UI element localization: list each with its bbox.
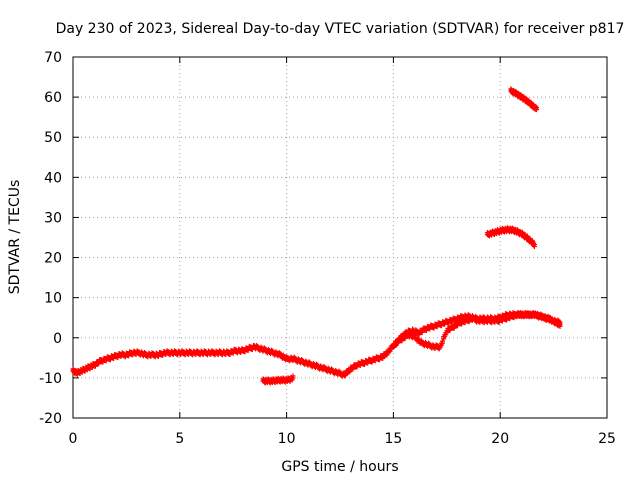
series-lower-segment xyxy=(260,373,296,386)
y-tick-label: 60 xyxy=(44,90,62,106)
data-point xyxy=(401,334,407,340)
data-point xyxy=(342,373,348,379)
x-tick-label: 10 xyxy=(278,431,296,447)
x-tick-label: 20 xyxy=(491,431,509,447)
y-tick-label: -20 xyxy=(39,411,62,427)
data-points xyxy=(70,86,563,386)
chart-title: Day 230 of 2023, Sidereal Day-to-day VTE… xyxy=(56,21,625,37)
grid xyxy=(73,57,607,418)
data-point xyxy=(534,107,540,113)
y-tick-label: 0 xyxy=(53,331,62,347)
plot-frame xyxy=(72,56,608,419)
data-point xyxy=(347,369,353,375)
y-tick-label: 10 xyxy=(44,291,62,307)
data-point xyxy=(440,340,446,346)
x-tick-label: 5 xyxy=(175,431,184,447)
data-point xyxy=(387,348,393,354)
data-point xyxy=(531,244,537,250)
y-tick-label: 20 xyxy=(44,251,62,267)
y-tick-label: 70 xyxy=(44,50,62,66)
series-upper-band xyxy=(390,310,563,350)
x-tick-label: 25 xyxy=(598,431,616,447)
data-point xyxy=(290,375,296,381)
x-axis-label: GPS time / hours xyxy=(281,459,398,475)
axis-ticks: 0 5 10 15 20 25 -20 -10 0 10 20 30 40 50 60 70 xyxy=(39,50,616,447)
data-point xyxy=(384,352,390,358)
y-axis-label: SDTVAR / TECUs xyxy=(7,180,23,295)
y-tick-label: -10 xyxy=(39,371,62,387)
data-point xyxy=(397,337,403,343)
series-arc-27 xyxy=(484,225,537,250)
y-tick-label: 50 xyxy=(44,130,62,146)
y-tick-label: 40 xyxy=(44,170,62,186)
x-tick-label: 15 xyxy=(384,431,402,447)
x-tick-label: 0 xyxy=(69,431,78,447)
series-arc-60 xyxy=(508,86,540,113)
y-tick-label: 30 xyxy=(44,210,62,226)
data-point xyxy=(557,321,563,327)
data-point xyxy=(380,356,386,362)
data-point xyxy=(394,342,400,348)
